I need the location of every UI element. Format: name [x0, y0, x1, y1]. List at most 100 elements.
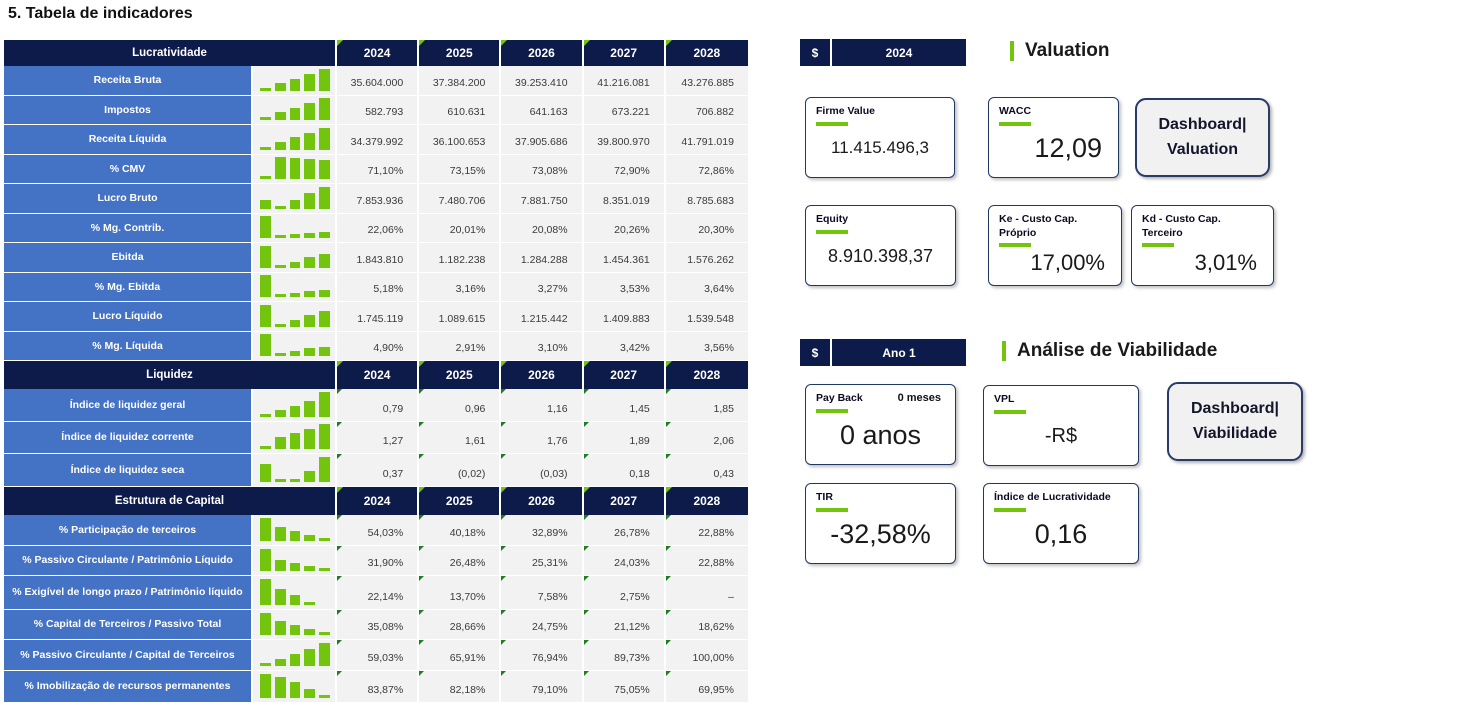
dashboard-viability-button[interactable]: Dashboard| Viabilidade [1167, 382, 1303, 461]
sparkline-bar [304, 103, 316, 120]
tir-label: TIR [816, 491, 833, 503]
value-cell: 40,18% [419, 515, 502, 546]
sparkline-bar [260, 413, 271, 417]
row-label: % Mg. Ebitda [4, 272, 253, 302]
value-cell: 13,70% [419, 576, 502, 610]
value-cell: 22,14% [337, 576, 420, 610]
value-cell: 1,85 [665, 389, 748, 422]
sparkline-bar [289, 136, 301, 150]
value-cell: 1.089.615 [419, 302, 502, 332]
value-cell: 8.351.019 [583, 184, 666, 214]
value-cell: 54,03% [337, 515, 420, 546]
year-header-cell: 2026 [501, 40, 584, 66]
value-cell: 83,87% [337, 671, 420, 703]
sparkline-bar [319, 632, 330, 635]
cell-flag-icon [583, 421, 589, 427]
year-header-cell: 2027 [583, 361, 666, 389]
cell-flag-icon [665, 487, 672, 493]
value-cell: 3,27% [501, 272, 584, 302]
value-cell: 76,94% [501, 640, 584, 671]
dashboard-valuation-button[interactable]: Dashboard| Valuation [1135, 98, 1270, 177]
value-cell: 71,10% [337, 154, 420, 184]
year-header-cell: 2026 [501, 487, 584, 515]
valuation-period-bar: $ 2024 [800, 39, 966, 66]
green-underline [994, 409, 1026, 414]
value-cell: 24,75% [501, 610, 584, 640]
sparkline-bar [289, 479, 301, 482]
value-cell: 36.100.653 [419, 125, 502, 155]
sparkline-bar [319, 457, 330, 482]
year-label: 2026 [528, 368, 555, 382]
year-header-cell: 2028 [665, 40, 748, 66]
row-label: % Mg. Líquida [4, 331, 253, 361]
table-row: Receita Bruta 35.604.000 37.384.200 39.253.… [4, 66, 748, 96]
sparkline-bar [304, 132, 316, 150]
cell-flag-icon [665, 361, 672, 367]
cell-flag-icon [419, 361, 426, 367]
table-row: % CMV 71,10% 73,15% 73,08% 72,90% 72,86% [4, 154, 748, 184]
row-label: Índice de liquidez corrente [4, 421, 253, 454]
sparkline-bar [304, 314, 316, 327]
cell-flag-icon [501, 389, 507, 394]
cell-flag-icon [583, 640, 589, 645]
viability-period-label: Ano 1 [882, 345, 916, 360]
payback-months: 0 meses [897, 392, 941, 404]
sparkline-bar [274, 409, 286, 417]
cell-flag-icon [337, 671, 342, 676]
value-cell: 22,88% [665, 546, 748, 576]
year-header-cell: 2025 [419, 487, 502, 515]
sparkline-bar [304, 566, 316, 571]
firme-value-value: 11.415.496,3 [831, 138, 929, 158]
cell-flag-icon [665, 546, 671, 551]
value-cell: (0,03) [501, 454, 584, 487]
sparkline-bar [304, 291, 316, 297]
value-cell: 1.182.238 [419, 243, 502, 273]
dashboard-viability-line1: Dashboard| [1190, 399, 1280, 417]
value-cell: 641.163 [501, 95, 584, 125]
row-label: % Participação de terceiros [4, 515, 253, 546]
year-header-cell: 2024 [337, 40, 420, 66]
table-row: Índice de liquidez seca 0,37 (0,02) (0,03) 0… [4, 454, 748, 487]
value-cell: 7.853.936 [337, 184, 420, 214]
sparkline-bar [260, 146, 271, 150]
sparkline [253, 546, 337, 576]
sparkline [253, 243, 337, 273]
sparkline-bar [260, 446, 271, 449]
sparkline-bar [319, 232, 330, 238]
section-title: Liquidez [4, 361, 337, 389]
sparkline [253, 213, 337, 243]
year-label: 2026 [528, 46, 555, 60]
sparkline-bar [304, 535, 316, 541]
sparkline-bar [274, 323, 286, 327]
kd-card: Kd - Custo Cap. Terceiro 3,01% [1131, 205, 1274, 286]
table-row: Índice de liquidez corrente 1,27 1,61 1,76 1… [4, 421, 748, 454]
row-label: Receita Bruta [4, 66, 253, 96]
sparkline-bar [289, 433, 301, 449]
value-cell: 1,16 [501, 389, 584, 422]
sparkline-bar [319, 568, 330, 571]
year-header-cell: 2027 [583, 487, 666, 515]
value-cell: 1,45 [583, 389, 666, 422]
sparkline-bar [260, 216, 271, 238]
value-cell: 39.253.410 [501, 66, 584, 96]
sparkline-bar [274, 157, 286, 179]
value-cell: 1.576.262 [665, 243, 748, 273]
sparkline-bar [274, 82, 286, 91]
sparkline-bar [260, 176, 271, 179]
cell-flag-icon [419, 454, 425, 459]
value-cell: 1,89 [583, 421, 666, 454]
sparkline-bar [274, 353, 286, 356]
table-row: % Passivo Circulante / Capital de Tercei… [4, 640, 748, 671]
sparkline [253, 125, 337, 155]
value-cell: 1.843.810 [337, 243, 420, 273]
value-cell: 2,91% [419, 331, 502, 361]
sparkline-bar [274, 112, 286, 120]
sparkline-bar [289, 351, 301, 356]
cell-flag-icon [501, 610, 507, 615]
value-cell: 37.905.686 [501, 125, 584, 155]
sparkline-bar [274, 479, 286, 482]
section-title: Lucratividade [4, 40, 337, 66]
sparkline-bar [319, 160, 330, 179]
cell-flag-icon [583, 361, 590, 367]
sparkline-bar [274, 527, 286, 541]
